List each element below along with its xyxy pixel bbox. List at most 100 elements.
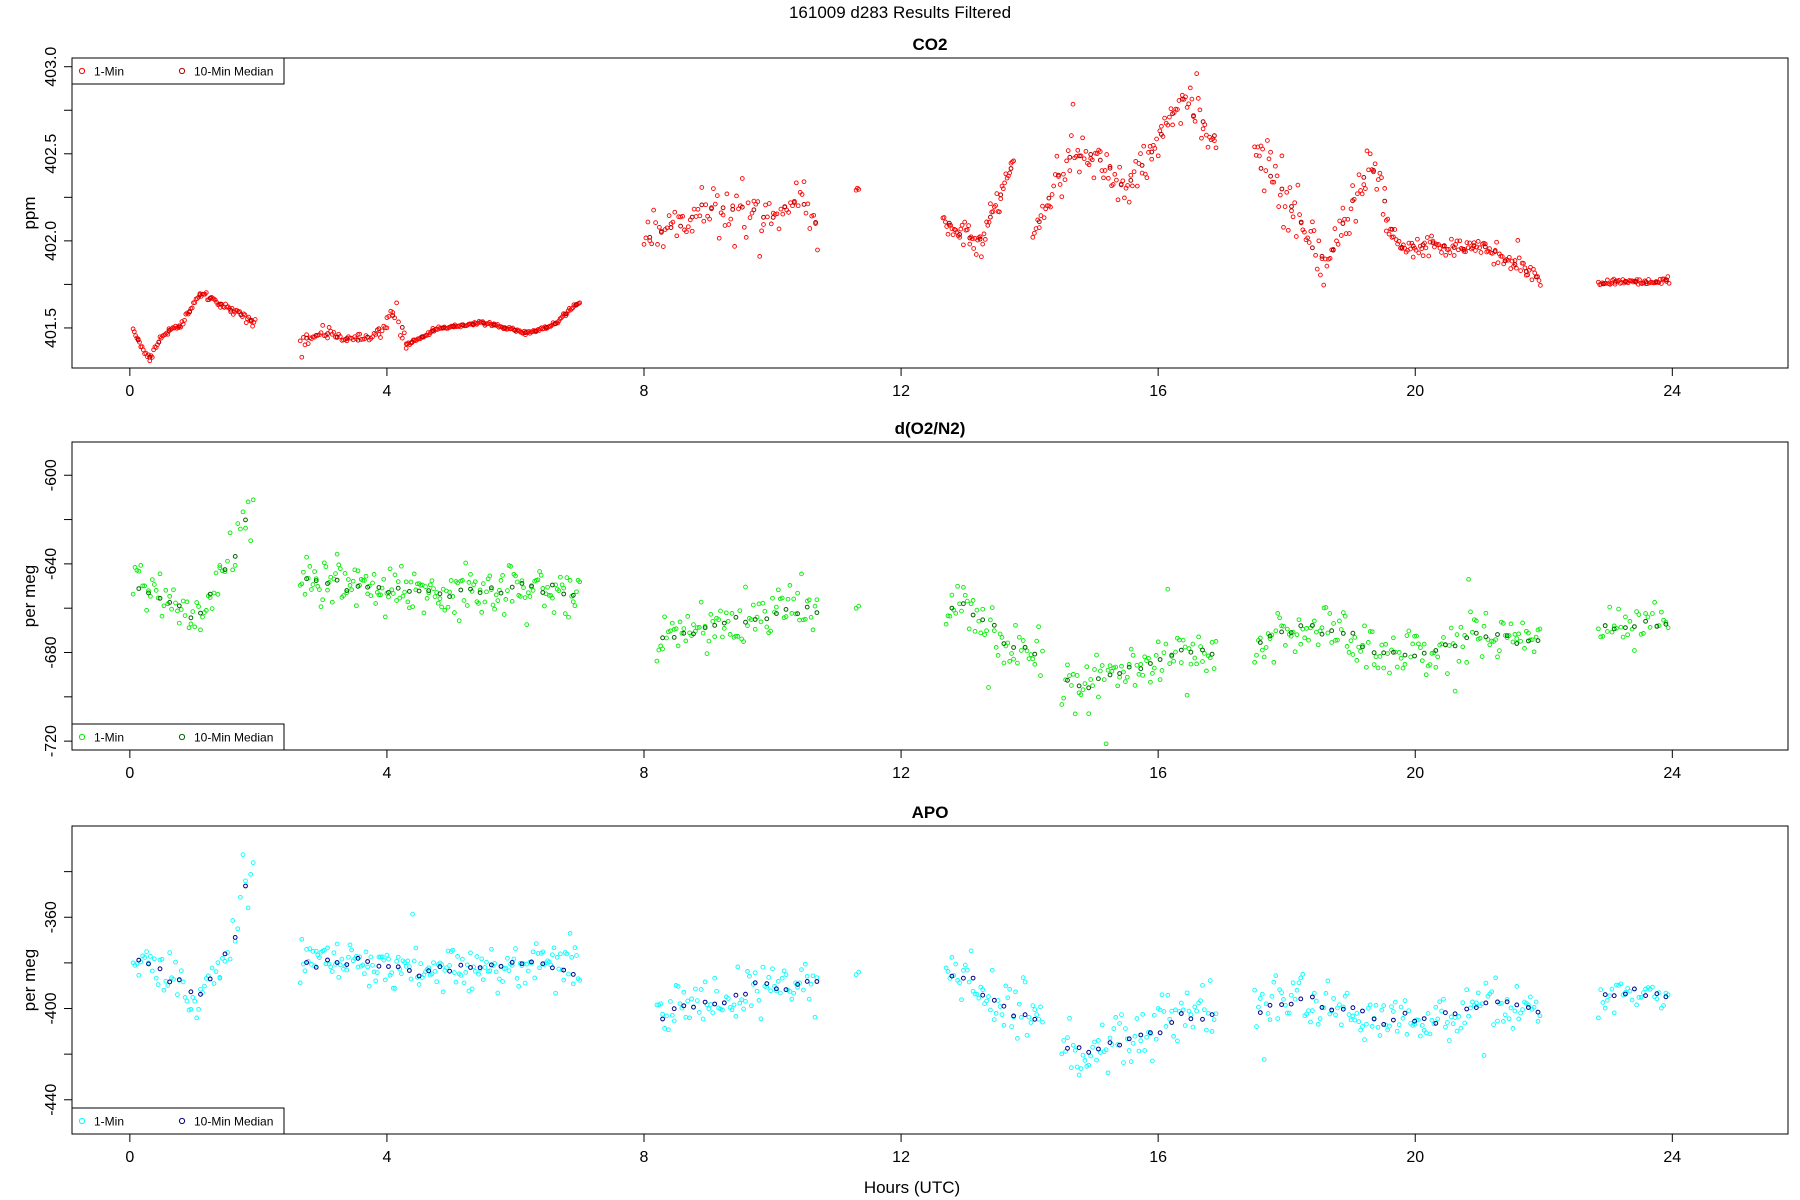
panel-title: CO2 [913,35,948,54]
point-1min [1398,655,1404,661]
point-1min [1105,175,1111,181]
point-1min [1163,641,1169,647]
point-1min [1067,673,1072,678]
point-10min-median [1361,175,1367,180]
plot-frame [71,57,1789,369]
point-1min [1171,1033,1176,1039]
point-1min [1385,1027,1390,1033]
point-1min [1451,253,1457,258]
point-1min [535,951,541,956]
point-1min [1161,1009,1167,1014]
point-1min [797,617,802,623]
point-1min [1015,1036,1020,1041]
point-1min [737,1000,743,1006]
point-1min [1196,634,1201,640]
x-tick-label: 8 [640,1149,649,1166]
point-1min [1364,664,1369,670]
point-1min [577,579,583,585]
point-1min [522,595,528,600]
point-1min [1281,623,1286,629]
point-1min [747,973,752,979]
series-1min [130,71,1672,364]
point-1min [657,224,662,230]
point-1min [1182,644,1188,650]
point-1min [400,593,406,599]
point-1min [977,234,983,240]
point-10min-median [977,236,983,242]
point-1min [679,630,685,636]
point-1min [142,955,147,960]
point-1min [360,578,366,583]
point-1min [1020,638,1026,643]
point-1min [759,228,764,234]
point-1min [378,592,383,598]
point-1min [188,621,194,627]
point-1min [401,330,407,336]
point-1min [505,588,510,593]
point-1min [238,894,243,900]
point-1min [1111,1026,1117,1031]
point-1min [988,201,993,207]
point-1min [815,247,820,253]
point-1min [1482,241,1488,247]
point-1min [814,975,820,981]
point-10min-median [1502,258,1508,264]
point-1min [1421,641,1427,647]
point-1min [1464,987,1470,993]
point-1min [691,206,697,212]
point-1min [1281,997,1286,1002]
point-1min [734,193,739,199]
point-1min [651,207,656,213]
point-1min [538,572,544,578]
point-1min [238,526,243,532]
point-1min [1003,983,1009,989]
point-1min [1190,1024,1196,1030]
point-1min [140,583,146,589]
point-1min [1506,633,1512,638]
point-10min-median [1461,247,1467,252]
point-1min [1188,661,1194,667]
point-1min [1198,644,1203,649]
point-1min [1437,999,1443,1005]
point-10min-median [243,517,248,523]
point-1min [1383,228,1389,234]
point-1min [1294,987,1300,993]
point-1min [1136,671,1142,677]
point-1min [1008,160,1014,166]
point-10min-median [739,204,745,210]
point-1min [953,610,959,616]
point-1min [1128,646,1134,652]
point-1min [995,998,1001,1003]
point-1min [1256,1004,1261,1010]
point-1min [999,635,1005,640]
point-1min [1638,994,1644,1000]
point-1min [307,946,313,951]
point-1min [323,564,329,570]
y-axis-label: per meg [20,949,39,1011]
point-1min [1103,741,1109,747]
point-1min [745,969,750,974]
point-1min [1082,681,1088,686]
point-1min [328,964,334,970]
point-1min [431,960,436,966]
point-1min [1126,1048,1132,1053]
point-10min-median [1664,277,1669,283]
point-1min [1356,172,1362,178]
point-1min [1468,1005,1473,1011]
point-1min [962,219,968,225]
point-1min [1470,629,1475,635]
point-1min [1413,247,1419,253]
point-1min [641,241,647,247]
point-10min-median [1138,666,1144,672]
point-1min [1184,990,1190,996]
point-1min [791,596,797,602]
point-10min-median [1360,644,1365,650]
point-1min [370,962,375,968]
point-1min [1155,639,1161,645]
point-1min [500,573,505,578]
point-1min [167,950,173,955]
point-1min [138,563,144,568]
point-1min [720,634,725,640]
point-1min [1355,191,1360,197]
point-1min [1001,1022,1007,1028]
